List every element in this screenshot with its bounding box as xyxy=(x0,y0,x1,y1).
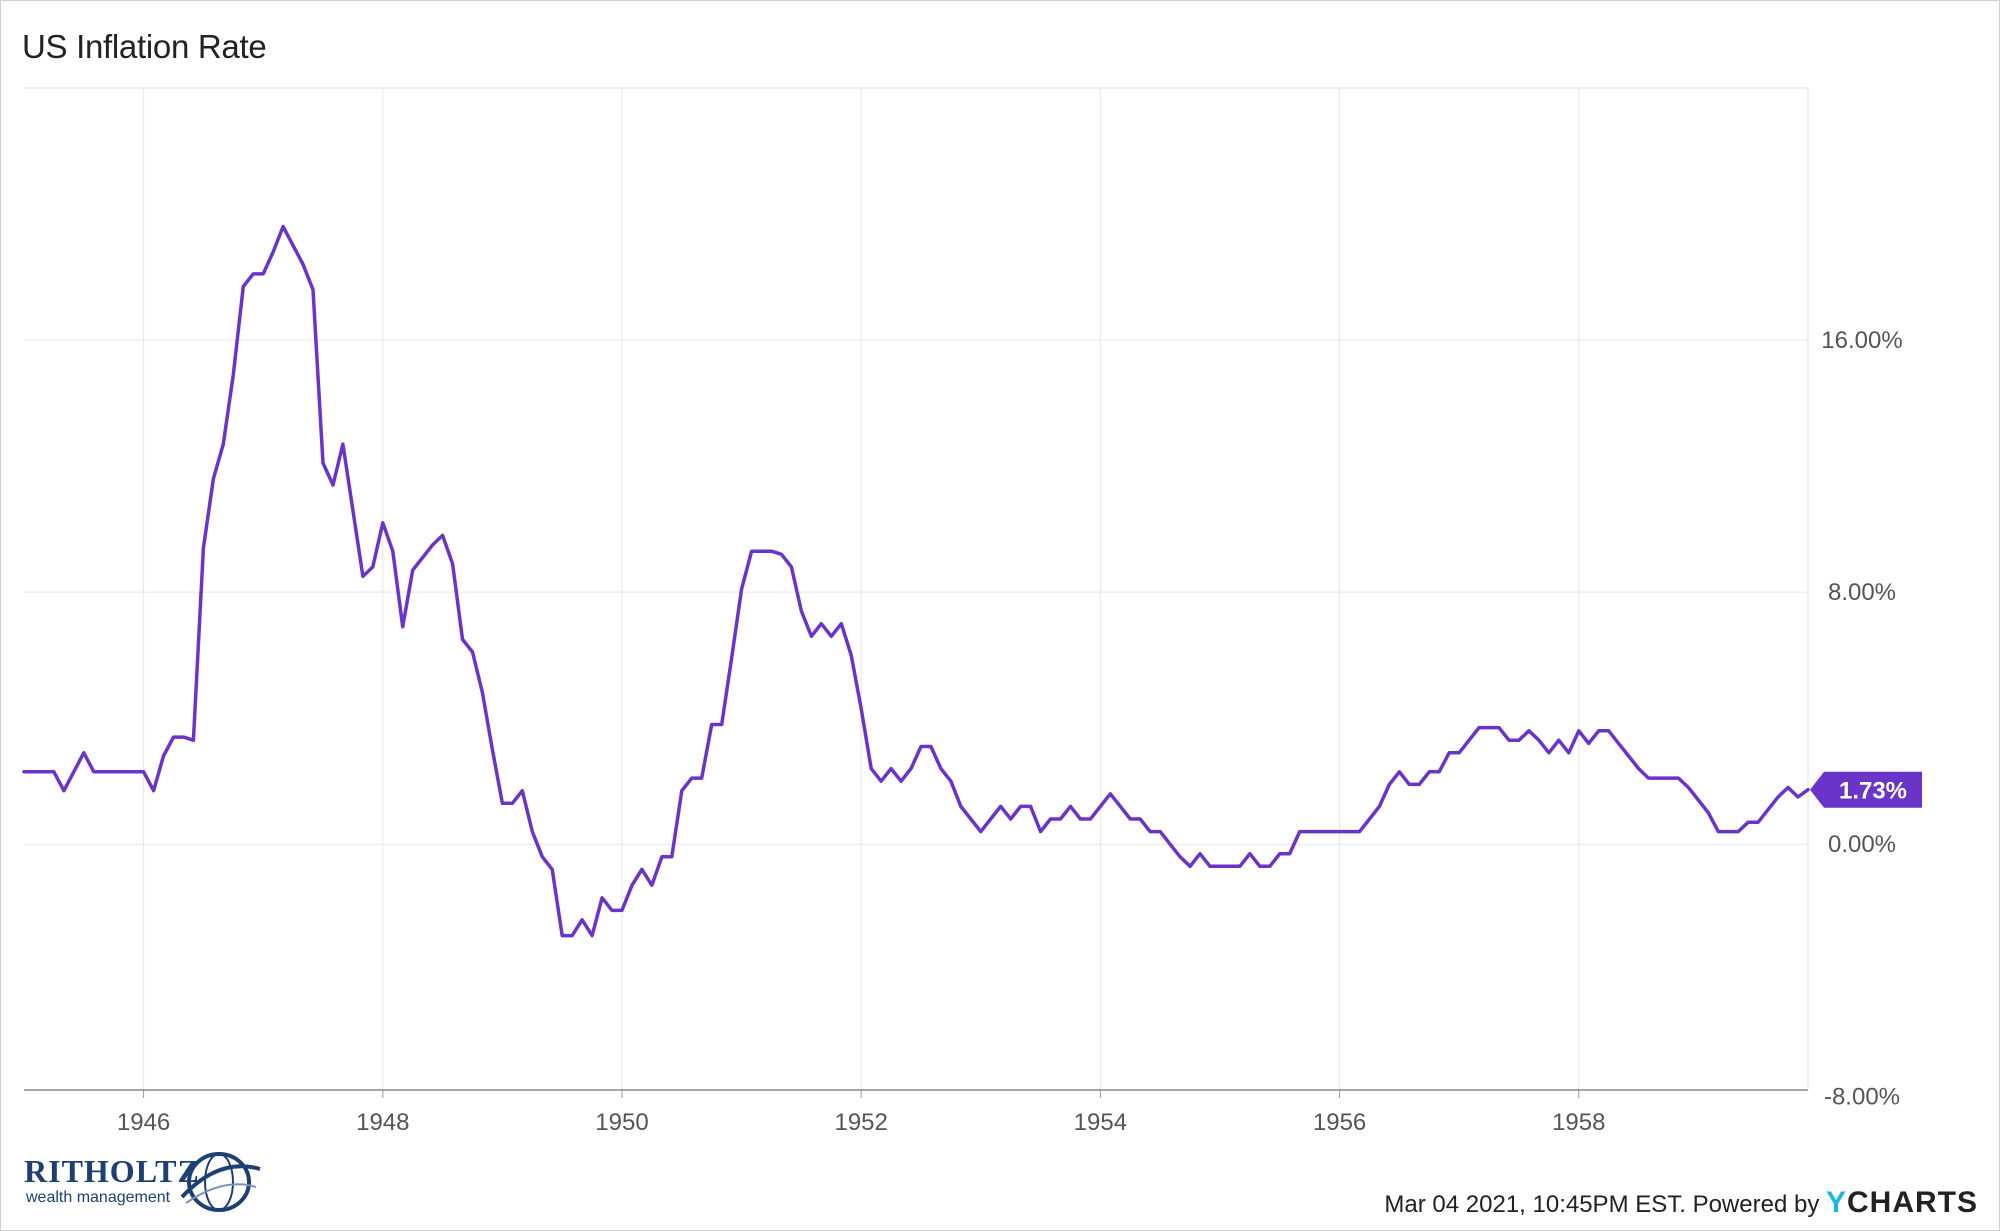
globe-logo-icon xyxy=(180,1152,261,1212)
x-tick-label: 1958 xyxy=(1552,1109,1605,1136)
ycharts-logo: YCHARTS xyxy=(1826,1186,1978,1219)
series-layer xyxy=(22,224,1810,938)
ycharts-logo-y: Y xyxy=(1825,1186,1847,1219)
footer-timestamp: Mar 04 2021, 10:45PM EST. Powered by xyxy=(1384,1191,1820,1218)
y-tick-label: 0.00% xyxy=(1828,831,1896,858)
ycharts-logo-rest: CHARTS xyxy=(1847,1186,1978,1219)
x-tick-label: 1946 xyxy=(117,1109,170,1136)
y-axis: 16.00% 8.00% 0.00% -8.00% xyxy=(1821,327,1902,1110)
x-tick-label: 1952 xyxy=(834,1109,887,1136)
logo-sub-text: wealth management xyxy=(26,1189,171,1206)
last-value-badge: 1.73% xyxy=(1810,771,1922,808)
footer-credit: Mar 04 2021, 10:45PM EST. Powered by YCH… xyxy=(1384,1186,1978,1220)
x-axis: 1946 1948 1950 1952 1954 1956 1958 xyxy=(24,1089,1808,1136)
y-tick-label: 16.00% xyxy=(1821,327,1902,354)
y-tick-label: -8.00% xyxy=(1824,1083,1900,1110)
chart-title: US Inflation Rate xyxy=(22,28,267,65)
gridlines xyxy=(24,87,1809,1090)
x-tick-label: 1956 xyxy=(1313,1109,1366,1136)
x-tick-label: 1948 xyxy=(356,1109,409,1136)
last-value-label: 1.73% xyxy=(1839,778,1907,805)
logo-main-text: RITHOLTZ xyxy=(24,1153,200,1189)
x-tick-label: 1954 xyxy=(1074,1109,1127,1136)
ritholtz-logo: RITHOLTZ wealth management xyxy=(24,1147,264,1217)
series-line xyxy=(22,224,1810,938)
x-tick-label: 1950 xyxy=(595,1109,648,1136)
last-value-badge-shape xyxy=(1810,771,1922,808)
y-tick-label: 8.00% xyxy=(1828,579,1896,606)
